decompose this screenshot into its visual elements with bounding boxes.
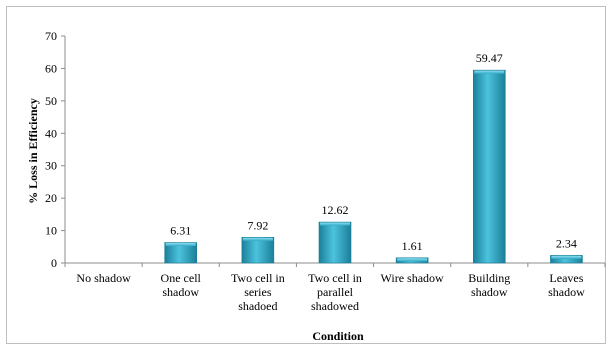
x-category-label: shadow	[471, 285, 508, 299]
bar	[550, 255, 583, 264]
y-tick-label: 0	[51, 256, 57, 270]
data-label: 12.62	[322, 203, 349, 217]
bar-cap	[397, 258, 428, 262]
data-label: 6.31	[170, 224, 191, 238]
bar-cap	[242, 237, 273, 241]
y-tick-label: 70	[45, 29, 57, 43]
x-category-label: Two cell in	[308, 271, 362, 285]
x-category-label: series	[244, 285, 272, 299]
chart-axes: 0 10 20 30 40 50 60 70	[45, 29, 606, 270]
bar-cap	[320, 222, 350, 226]
bars-group	[164, 69, 583, 264]
y-tick-label: 60	[45, 61, 57, 75]
x-axis-title: Condition	[312, 329, 364, 343]
data-label: 2.34	[556, 236, 577, 250]
y-tick-label: 30	[45, 159, 57, 173]
x-category-label: Building	[468, 271, 510, 285]
bar	[472, 69, 506, 264]
x-category-label: Leaves	[549, 271, 583, 285]
y-tick-label: 20	[45, 191, 57, 205]
y-axis-title: % Loss in Efficiency	[26, 98, 40, 204]
data-label: 7.92	[247, 218, 268, 232]
data-label: 59.47	[476, 51, 503, 65]
bar	[318, 221, 352, 264]
bar-cap	[165, 243, 196, 247]
x-category-label: Two cell in	[231, 271, 285, 285]
bar	[241, 237, 275, 264]
bar-cap	[551, 255, 582, 259]
x-category-label: No shadow	[76, 271, 131, 285]
bar-cap	[474, 70, 505, 74]
y-tick-label: 50	[45, 94, 57, 108]
x-category-label: shadoed	[238, 299, 277, 313]
x-category-label: One cell	[161, 271, 202, 285]
x-category-label: shadow	[548, 285, 585, 299]
x-category-label: parallel	[317, 285, 354, 299]
data-label: 1.61	[402, 239, 423, 253]
chart-frame	[6, 6, 606, 344]
x-category-label: Wire shadow	[381, 271, 444, 285]
bar	[164, 242, 198, 264]
y-tick-label: 40	[45, 126, 57, 140]
x-category-label: shadowed	[311, 299, 359, 313]
y-tick-label: 10	[45, 224, 57, 238]
x-category-label: shadow	[162, 285, 199, 299]
